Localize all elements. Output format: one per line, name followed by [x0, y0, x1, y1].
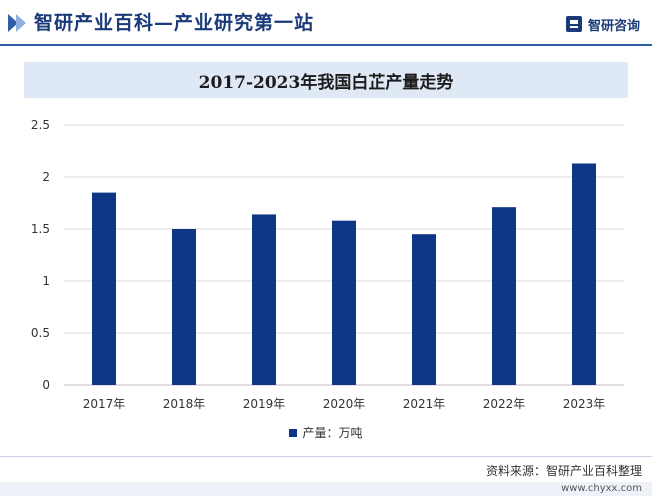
- bar-chart: 0 0.5 1 1.5 2 2.5 2017年 2018年 2019年 2020年 2021年 202…: [31, 118, 624, 411]
- legend-swatch: [289, 428, 298, 437]
- x-tick-label: 2020年: [323, 397, 366, 411]
- source-note: 资料来源：智研产业百科整理: [485, 464, 642, 478]
- x-tick-label: 2023年: [563, 397, 606, 411]
- site-url: www.chyxx.com: [561, 483, 642, 494]
- y-tick-label: 0.5: [31, 326, 50, 340]
- bar: [572, 163, 596, 385]
- brand-logo-icon: [565, 16, 582, 32]
- y-tick-label: 1: [42, 274, 50, 288]
- brand-name: 智研咨询: [587, 18, 640, 34]
- bar: [172, 229, 196, 385]
- header: 智研产业百科—产业研究第一站 智研咨询: [0, 0, 652, 44]
- y-tick-label: 2.5: [31, 118, 50, 132]
- bar: [92, 192, 116, 385]
- site-title: 智研产业百科—产业研究第一站: [34, 12, 315, 34]
- header-logo-icon: [8, 14, 26, 32]
- bar: [492, 207, 516, 385]
- x-tick-label: 2019年: [243, 397, 286, 411]
- y-tick-label: 1.5: [31, 222, 50, 236]
- bar: [332, 220, 356, 385]
- x-tick-label: 2017年: [83, 397, 126, 411]
- bar: [412, 234, 436, 385]
- x-tick-label: 2018年: [163, 397, 206, 411]
- bar: [252, 214, 276, 385]
- x-tick-label: 2022年: [483, 397, 526, 411]
- chart-title-box: 2017-2023年我国白芷产量走势: [24, 62, 628, 98]
- header-divider: [0, 44, 652, 46]
- brand: 智研咨询: [565, 14, 640, 34]
- y-tick-label: 0: [42, 378, 50, 392]
- legend: 产量：万吨: [0, 424, 652, 441]
- legend-label: 产量：万吨: [302, 426, 363, 440]
- footer-divider: [0, 456, 652, 457]
- bottom-strip: [0, 482, 652, 496]
- chart-title: 2017-2023年我国白芷产量走势: [198, 72, 454, 93]
- x-tick-label: 2021年: [403, 397, 446, 411]
- y-tick-label: 2: [42, 170, 50, 184]
